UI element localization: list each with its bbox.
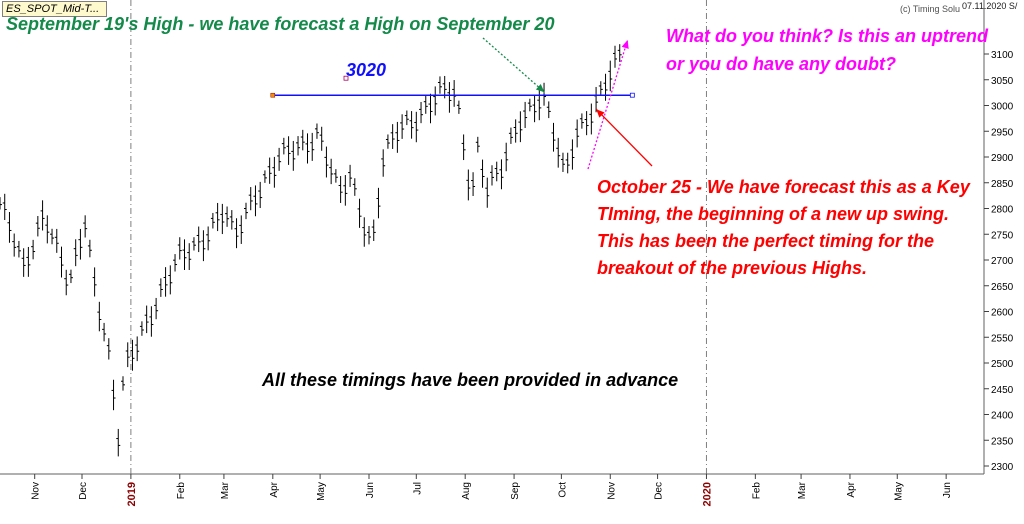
arrow-uptrend-head [621, 40, 629, 49]
y-tick-label: 2400 [991, 411, 1014, 422]
y-tick-label: 2450 [991, 385, 1014, 396]
reference-level [270, 75, 635, 98]
y-tick-label: 2500 [991, 359, 1014, 370]
x-tick-label: Jun [365, 482, 376, 498]
x-tick-label: Mar [220, 481, 231, 499]
annotation-september-high: September 19's High - we have forecast a… [6, 14, 555, 34]
x-tick-label: Dec [654, 482, 665, 500]
x-tick-label: Oct [557, 482, 568, 498]
y-tick-label: 2950 [991, 127, 1014, 138]
x-tick-label: Apr [846, 481, 857, 497]
credit-label: (c) Timing Solu [900, 4, 961, 14]
y-tick-label: 2550 [991, 333, 1014, 344]
y-tick-label: 2350 [991, 436, 1014, 447]
y-axis: 2300 2350 2400 2450 2500 2550 2600 2650 2700 2750… [984, 50, 1014, 473]
x-tick-label: Aug [461, 482, 472, 500]
y-tick-label: 2300 [991, 462, 1014, 473]
y-tick-label: 2650 [991, 282, 1014, 293]
x-tick-label: Nov [606, 482, 617, 500]
arrow-october-timing-head [596, 109, 605, 118]
label-anchor-handle[interactable] [343, 75, 349, 81]
x-year-label: 2019 [126, 482, 138, 506]
ticker-label: ES_SPOT_Mid-T... [2, 1, 107, 17]
annotation-arrows [482, 37, 653, 170]
reference-level-label: 3020 [346, 60, 387, 80]
y-tick-label: 2800 [991, 205, 1014, 216]
x-tick-label: Jun [942, 482, 953, 498]
date-label: 07.11.2020 S/ [962, 1, 1018, 11]
x-axis: Nov Dec 2019 Feb Mar Apr May Jun Jul Aug Sep Oct Nov… [31, 474, 953, 506]
x-tick-label: Nov [31, 482, 42, 500]
y-tick-label: 3000 [991, 102, 1014, 113]
x-tick-label: Jul [412, 482, 423, 495]
x-tick-label: Sep [510, 482, 521, 500]
arrow-september-high-head [535, 84, 545, 93]
y-tick-label: 3050 [991, 76, 1014, 87]
arrow-october-timing [595, 108, 653, 167]
x-tick-label: Feb [751, 482, 762, 500]
annotation-uptrend-question: What do you think? Is this an uptrend or… [666, 26, 988, 74]
x-tick-label: Dec [78, 482, 89, 500]
level-line-end-handle[interactable] [629, 92, 635, 98]
y-tick-label: 2600 [991, 308, 1014, 319]
price-bars [0, 44, 622, 457]
annotation-advance-timings: All these timings have been provided in … [262, 370, 679, 390]
y-tick-label: 3100 [991, 50, 1014, 61]
year-dividers [130, 0, 707, 474]
x-tick-label: Apr [269, 481, 280, 497]
x-tick-label: May [893, 482, 904, 501]
x-tick-label: May [316, 482, 327, 501]
level-line-start-handle[interactable] [270, 92, 276, 98]
annotation-october-key-timing: October 25 - We have forecast this as a … [597, 177, 970, 278]
plot-area [0, 0, 984, 474]
y-tick-label: 2850 [991, 179, 1014, 190]
y-tick-label: 2900 [991, 153, 1014, 164]
x-tick-label: Feb [176, 482, 187, 500]
arrow-uptrend [587, 39, 629, 170]
y-tick-label: 2700 [991, 256, 1014, 267]
arrow-september-high [482, 37, 545, 93]
y-tick-label: 2750 [991, 230, 1014, 241]
x-year-label: 2020 [701, 482, 713, 506]
x-tick-label: Mar [797, 481, 808, 499]
